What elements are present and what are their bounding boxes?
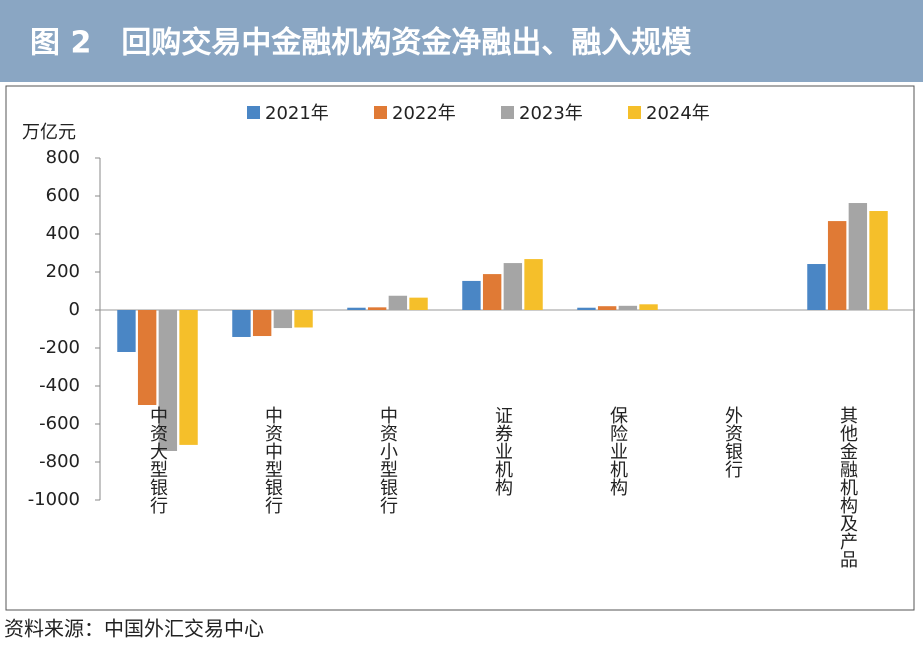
x-tick-label: 外资银行 [722,406,743,478]
bar [232,310,251,337]
legend-label: 2022年 [392,103,456,124]
y-tick-label: -400 [39,375,80,396]
legend-swatch [247,106,260,119]
bar [524,259,543,310]
bar [273,310,293,329]
y-tick-label: -600 [39,413,80,434]
bar [347,307,366,310]
bar [503,263,523,310]
chart-frame [5,85,915,611]
bar [482,274,502,310]
x-tick-label: 其他金融机构及产品 [837,406,858,568]
bar [179,310,198,445]
y-axis-label: 万亿元 [22,122,76,143]
x-tick-label: 中资中型银行 [262,406,283,514]
bar [639,304,658,310]
chart-title: 图 2 回购交易中金融机构资金净融出、融入规模 [30,26,691,61]
legend-label: 2021年 [265,103,329,124]
legend-label: 2023年 [519,103,583,124]
legend-swatch [374,106,387,119]
bar [827,221,847,310]
source-note: 资料来源：中国外汇交易中心 [4,617,264,641]
bar [597,306,617,310]
bar [409,297,428,310]
y-tick-label: -800 [39,451,80,472]
y-tick-label: 600 [46,185,80,206]
legend-label: 2024年 [646,103,710,124]
y-tick-label: 200 [46,261,80,282]
y-tick-label: 0 [69,299,80,320]
bar [117,310,136,352]
bar [618,305,638,310]
bar [462,280,481,310]
bar [252,310,272,337]
bar [388,295,408,310]
bar [848,203,868,310]
bar [367,307,387,310]
legend-swatch [501,106,514,119]
legend-swatch [628,106,641,119]
x-tick-label: 中资小型银行 [377,406,398,514]
bar [869,211,888,310]
bar [807,264,826,310]
bar [137,310,157,405]
y-tick-label: -200 [39,337,80,358]
x-tick-label: 保险业机构 [607,406,628,497]
y-tick-label: -1000 [28,489,80,510]
bar [294,310,313,328]
bar [577,307,596,310]
y-tick-label: 800 [46,147,80,168]
x-tick-label: 中资大型银行 [147,406,168,514]
bar [158,310,178,451]
x-tick-label: 证券业机构 [492,406,513,497]
title-band [0,0,923,82]
y-tick-label: 400 [46,223,80,244]
